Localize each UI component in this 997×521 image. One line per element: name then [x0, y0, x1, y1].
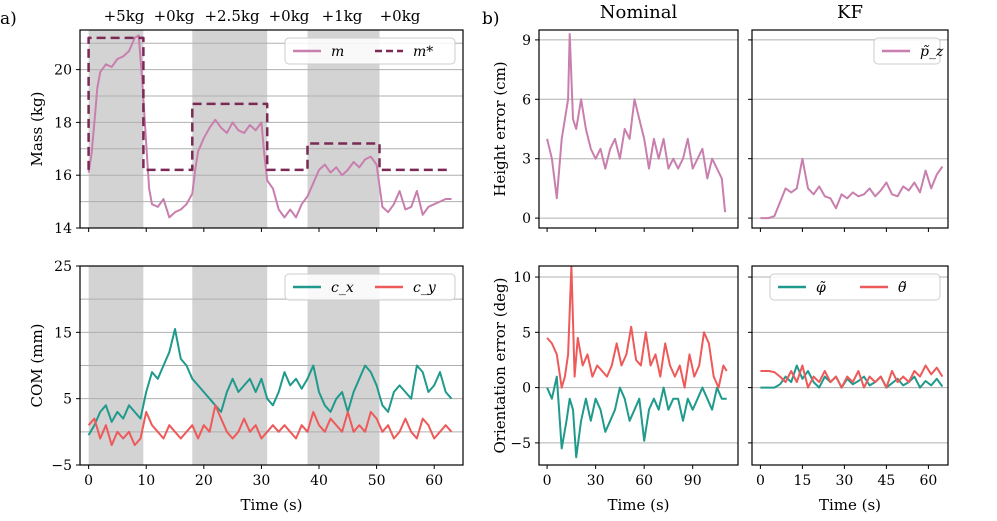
- legend-label: p̃_z: [920, 44, 944, 60]
- height-kf-chart: KF p̃_z: [748, 2, 949, 232]
- phase-label-5: +1kg: [322, 7, 363, 25]
- x-axis-label: Time (s): [607, 496, 669, 514]
- series-line-m-mass: [87, 34, 452, 219]
- y-axis-label: Height error (cm): [491, 61, 509, 196]
- orientation-nominal-chart: −5 0 5 10 0 30 60 90 Orientation error (deg) Time…: [491, 265, 739, 514]
- x-axis-label: Time (s): [240, 496, 302, 514]
- x-tick-label: 45: [877, 473, 895, 489]
- series-line-pz-height-nominal: [546, 33, 727, 213]
- legend-box: [769, 273, 941, 301]
- legend-label: φ̃: [816, 280, 826, 296]
- x-tick-label: 60: [425, 473, 443, 489]
- phase-label-4: +0kg: [269, 7, 310, 25]
- mass-chart: 14 16 18 20 Mass (kg) m m*: [28, 29, 464, 237]
- x-axis-label: Time (s): [819, 496, 881, 514]
- x-tick-label: 60: [919, 473, 937, 489]
- series-line-cx-com: [87, 328, 453, 436]
- y-tick-label: 14: [54, 221, 72, 237]
- legend-label: m: [331, 44, 344, 60]
- series-line-pz-height-kf: [760, 157, 944, 220]
- x-tick-label: 0: [756, 473, 765, 489]
- legend-box: [284, 273, 456, 301]
- x-tick-label: 50: [368, 473, 386, 489]
- y-tick-label: −5: [51, 458, 72, 474]
- y-tick-label: 15: [54, 325, 72, 341]
- height-nominal-chart: 0 3 6 9 Height error (cm) Nominal: [491, 2, 739, 232]
- y-axis-label: COM (mm): [28, 323, 46, 407]
- orientation-kf-chart: 0 15 30 45 60 Time (s) φ̃ θ̃: [748, 265, 949, 514]
- legend-label: c_x: [331, 280, 354, 296]
- phase-label-2: +0kg: [154, 7, 195, 25]
- com-chart: −5 5 15 25 0 10 20 30 40 50 60 COM (mm) Time (s) c_x c…: [28, 259, 464, 514]
- axes-frame: [538, 29, 739, 229]
- series-line--orient-nominal: [546, 375, 727, 459]
- y-tick-label: 9: [522, 33, 531, 49]
- y-tick-label: 0: [522, 211, 531, 227]
- legend-label: m*: [413, 44, 433, 60]
- panel-label-a: a): [0, 9, 17, 29]
- series-line-cy-com: [87, 404, 453, 447]
- y-axis-label: Orientation error (deg): [491, 277, 509, 453]
- y-tick-label: 25: [54, 259, 72, 275]
- x-tick-label: 30: [253, 473, 271, 489]
- x-tick-label: 0: [84, 473, 93, 489]
- chart-title: Nominal: [600, 2, 678, 23]
- series-line--orient-nominal: [546, 266, 728, 389]
- phase-label-1: +5kg: [104, 7, 145, 25]
- y-tick-label: 6: [522, 92, 531, 108]
- y-tick-label: 5: [63, 392, 72, 408]
- x-tick-label: 0: [543, 473, 552, 489]
- y-tick-label: −5: [510, 436, 531, 452]
- phase-label-6: +0kg: [380, 7, 421, 25]
- x-tick-label: 40: [310, 473, 328, 489]
- y-tick-label: 3: [522, 152, 531, 168]
- axes-frame: [751, 265, 949, 466]
- axes-frame: [751, 29, 949, 229]
- legend-label: θ̃: [898, 280, 907, 296]
- axes-frame: [538, 265, 739, 466]
- x-tick-label: 30: [835, 473, 853, 489]
- x-tick-label: 30: [587, 473, 605, 489]
- legend-box: [284, 37, 456, 65]
- x-tick-label: 10: [137, 473, 155, 489]
- chart-title: KF: [837, 2, 863, 23]
- y-axis-label: Mass (kg): [28, 92, 46, 167]
- axes-frame: [79, 29, 464, 229]
- legend-label: c_y: [413, 280, 437, 296]
- axes-frame: [79, 265, 464, 466]
- phase-label-3: +2.5kg: [204, 7, 260, 25]
- y-tick-label: 18: [54, 115, 72, 131]
- y-tick-label: 16: [54, 168, 72, 184]
- x-tick-label: 90: [684, 473, 702, 489]
- y-tick-label: 10: [513, 270, 531, 286]
- y-tick-label: 5: [522, 325, 531, 341]
- x-tick-label: 15: [793, 473, 811, 489]
- x-tick-label: 60: [635, 473, 653, 489]
- y-tick-label: 0: [522, 381, 531, 397]
- x-tick-label: 20: [195, 473, 213, 489]
- shaded-interval-1: [88, 30, 144, 228]
- series-line-m-mass: [87, 36, 452, 172]
- y-tick-label: 20: [54, 63, 72, 79]
- series-line--orient-kf: [760, 364, 944, 389]
- panel-label-b: b): [482, 9, 500, 29]
